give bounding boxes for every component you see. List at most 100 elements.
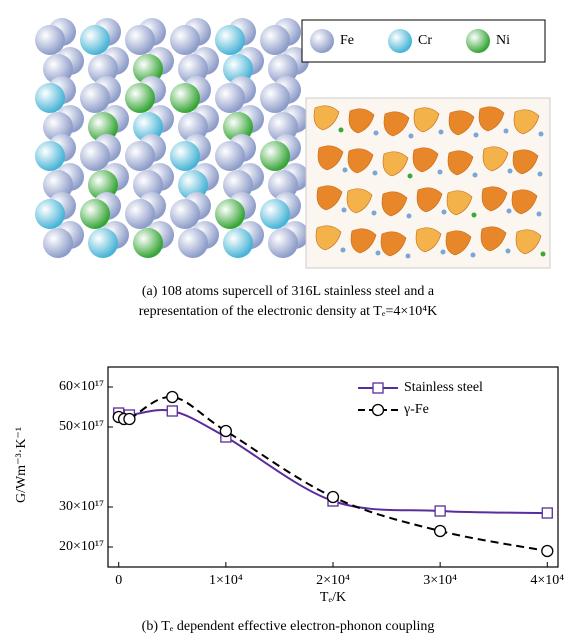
density-lobe xyxy=(350,228,377,254)
atom xyxy=(133,228,163,258)
density-atom xyxy=(537,171,543,177)
density-lobe xyxy=(513,109,540,135)
atom xyxy=(215,25,245,55)
atom xyxy=(35,25,65,55)
atom xyxy=(80,25,110,55)
density-atom xyxy=(538,131,544,137)
data-point xyxy=(433,524,447,538)
data-point xyxy=(541,507,553,519)
density-lobe xyxy=(481,186,508,212)
atom-legend: Fe Cr Ni xyxy=(310,29,510,53)
density-lobe xyxy=(348,108,375,134)
data-point xyxy=(219,424,233,438)
density-lobe xyxy=(480,226,507,252)
density-atom xyxy=(536,211,542,217)
density-atom xyxy=(372,170,378,176)
x-tick-label: 4×10⁴ xyxy=(530,573,564,588)
atom xyxy=(215,141,245,171)
density-lobe xyxy=(478,106,505,132)
y-tick-label: 20×10¹⁷ xyxy=(59,539,104,554)
legend-label: Cr xyxy=(418,33,432,48)
atom xyxy=(125,141,155,171)
density-lobe xyxy=(317,145,344,171)
legend-label: Fe xyxy=(340,33,354,48)
atom xyxy=(260,25,290,55)
density-lobe xyxy=(413,107,440,133)
density-atom xyxy=(440,249,446,255)
legend-atom xyxy=(388,29,412,53)
density-atom xyxy=(407,173,413,179)
atom xyxy=(80,141,110,171)
atom xyxy=(215,199,245,229)
data-point xyxy=(434,505,446,517)
density-atom xyxy=(472,172,478,178)
x-axis-label: Tₑ/K xyxy=(320,590,346,605)
x-tick-label: 2×10⁴ xyxy=(316,573,350,588)
density-atom xyxy=(373,130,379,136)
density-lobe xyxy=(380,231,407,257)
density-atom xyxy=(375,250,381,256)
atom xyxy=(260,83,290,113)
atom xyxy=(35,141,65,171)
density-atom xyxy=(340,247,346,253)
atom xyxy=(170,25,200,55)
density-atom xyxy=(438,129,444,135)
legend-marker xyxy=(371,403,385,417)
density-lobe xyxy=(447,150,474,176)
chart: 20×10¹⁷ 30×10¹⁷ 50×10¹⁷ 60×10¹⁷ 0 1×10⁴ 2×10⁴ 3… xyxy=(59,366,564,588)
density-lobe xyxy=(383,111,410,137)
density-atom xyxy=(506,208,512,214)
density-lobe xyxy=(448,110,475,136)
legend-label: Stainless steel xyxy=(404,380,483,395)
caption-b: (b) Tₑ dependent effective electron-phon… xyxy=(142,619,435,634)
data-point xyxy=(166,405,178,417)
atom xyxy=(88,228,118,258)
y-axis-label: G/Wm⁻³·K⁻¹ xyxy=(14,427,29,503)
density-lobe xyxy=(511,189,538,215)
density-atom xyxy=(437,169,443,175)
atom xyxy=(35,199,65,229)
atom xyxy=(125,83,155,113)
atom xyxy=(80,199,110,229)
density-atom xyxy=(441,209,447,215)
density-lobe xyxy=(346,188,373,214)
density-atom xyxy=(505,248,511,254)
caption-a-line-2: representation of the electronic density… xyxy=(139,304,437,319)
atom xyxy=(268,228,298,258)
density-atom xyxy=(503,128,509,134)
density-atom xyxy=(473,132,479,138)
density-lobe xyxy=(347,148,374,174)
density-lobe xyxy=(382,151,409,177)
density-lobe xyxy=(412,147,439,173)
atom xyxy=(178,228,208,258)
atom xyxy=(125,199,155,229)
density-atom xyxy=(540,251,546,257)
atom xyxy=(35,83,65,113)
density-lobe xyxy=(482,146,509,172)
legend-marker xyxy=(372,382,384,394)
atom xyxy=(260,141,290,171)
atom-legend-box xyxy=(301,19,546,63)
density-lobe xyxy=(446,190,473,216)
density-atom xyxy=(406,213,412,219)
atom xyxy=(260,199,290,229)
density-lobe xyxy=(315,225,342,251)
y-tick-label: 30×10¹⁷ xyxy=(59,499,104,514)
atom xyxy=(170,141,200,171)
atom xyxy=(170,199,200,229)
y-tick-label: 60×10¹⁷ xyxy=(59,379,104,394)
legend-atom xyxy=(310,29,334,53)
density-atom xyxy=(507,168,513,174)
data-point xyxy=(166,390,179,404)
series-line xyxy=(118,395,548,552)
x-tick-label: 0 xyxy=(115,573,122,588)
y-tick-label: 50×10¹⁷ xyxy=(59,419,104,434)
caption-a-line-1: (a) 108 atoms supercell of 316L stainles… xyxy=(142,284,435,299)
atom xyxy=(80,83,110,113)
legend-atom xyxy=(466,29,490,53)
x-tick-label: 3×10⁴ xyxy=(423,573,457,588)
legend-label: Ni xyxy=(496,33,510,48)
density-atom xyxy=(342,167,348,173)
density-atom xyxy=(471,212,477,218)
